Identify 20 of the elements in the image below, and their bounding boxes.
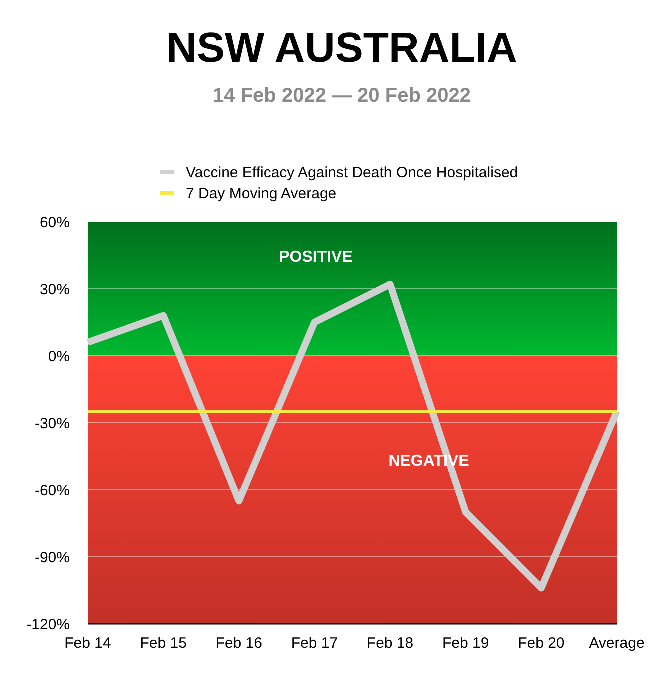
x-tick-label: Feb 14 — [64, 635, 112, 652]
x-tick-label: Feb 15 — [140, 635, 187, 652]
y-tick-label: 0% — [48, 348, 70, 366]
y-tick-label: 30% — [40, 281, 70, 298]
legend-label: 7 Day Moving Average — [186, 185, 337, 202]
legend-label: Vaccine Efficacy Against Death Once Hospitalised — [186, 164, 518, 182]
x-tick-label: Average — [589, 635, 645, 652]
x-tick-label: Feb 18 — [366, 635, 414, 652]
y-tick-label: -60% — [34, 482, 70, 500]
chart-title: NSW AUSTRALIA — [166, 24, 518, 71]
y-tick-label: -120% — [26, 616, 70, 634]
y-tick-label: -30% — [34, 415, 70, 432]
y-tick-label: 60% — [40, 214, 70, 232]
x-tick-label: Feb 20 — [518, 635, 565, 652]
y-tick-label: -90% — [34, 549, 70, 566]
x-tick-label: Feb 16 — [216, 635, 262, 652]
chart-subtitle: 14 Feb 2022 — 20 Feb 2022 — [213, 85, 471, 107]
x-tick-label: Feb 17 — [291, 635, 338, 652]
x-tick-label: Feb 19 — [442, 635, 490, 652]
band-label: POSITIVE — [279, 249, 354, 266]
